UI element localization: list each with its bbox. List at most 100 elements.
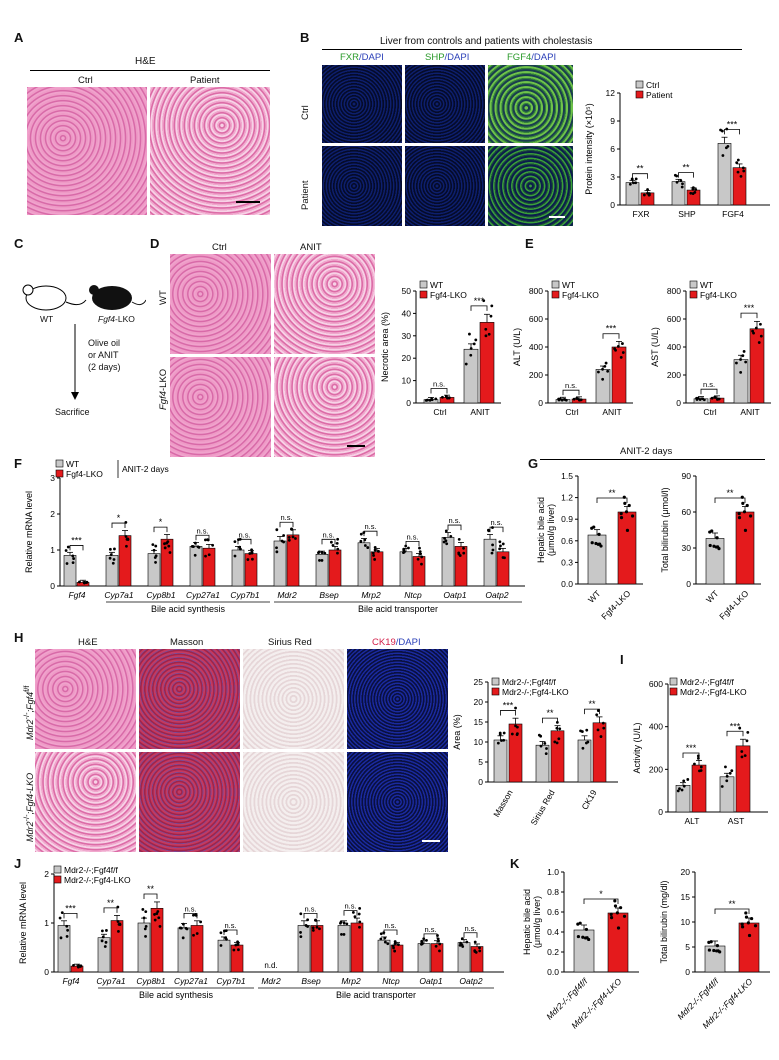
significance-bracket [237, 538, 252, 545]
data-point [306, 925, 310, 928]
panel-b-divider [322, 49, 742, 50]
data-point [117, 929, 120, 933]
data-point [624, 510, 629, 514]
group-label: Bile acid synthesis [139, 990, 214, 1000]
significance-bracket [103, 907, 118, 913]
legend-label: Mdr2-/-;Fgf4f/f [502, 677, 556, 687]
legend-swatch [551, 290, 560, 299]
data-point [193, 553, 197, 557]
significance-label: * [159, 517, 163, 527]
significance-label: ** [726, 488, 734, 498]
data-point [603, 364, 607, 368]
y-tick-label: 200 [649, 764, 663, 774]
legend-label: WT [700, 280, 713, 290]
data-point [153, 913, 156, 916]
data-point [472, 342, 476, 346]
data-point [557, 737, 561, 741]
data-point [598, 542, 602, 546]
data-point [630, 177, 634, 181]
bar [190, 925, 204, 973]
data-point [206, 538, 209, 542]
x-tick-label: Cyp7a1 [96, 976, 126, 986]
bar [202, 547, 216, 587]
significance-label: n.s. [224, 921, 236, 930]
data-point [545, 747, 548, 750]
data-point [572, 397, 576, 401]
y-axis-label: Total bilirubin (μmol/l) [660, 487, 670, 572]
legend-swatch [53, 875, 62, 884]
scale-bar [347, 445, 365, 447]
data-point [339, 921, 342, 925]
significance-label: * [117, 513, 121, 523]
data-point [737, 512, 741, 516]
significance-label: n.s. [406, 532, 418, 541]
data-point [233, 540, 237, 544]
bar [732, 167, 747, 206]
x-tick-label: WT [704, 588, 720, 604]
data-point [329, 540, 333, 544]
data-point [207, 553, 211, 557]
data-point [619, 512, 623, 516]
legend-swatch [689, 290, 698, 299]
data-point [192, 545, 195, 548]
data-point [577, 398, 581, 402]
data-point [491, 548, 495, 552]
data-point [621, 342, 624, 345]
chart-b: 0 3 6 9 12 Protein intensity (×10⁵) FXR ** SHP **… [584, 80, 770, 219]
data-point [713, 396, 717, 399]
data-point [386, 942, 390, 946]
data-point [698, 398, 702, 401]
x-tick-label: Oatp1 [443, 590, 466, 600]
data-point [192, 933, 195, 937]
bar [735, 511, 755, 585]
significance-label: ** [588, 699, 596, 709]
data-point [383, 940, 387, 944]
x-tick-label: FGF4 [722, 209, 744, 219]
bar [76, 582, 90, 587]
scale-bar [549, 216, 565, 218]
data-point [746, 921, 750, 925]
panel-j-label: J [14, 856, 22, 871]
bar [63, 555, 77, 587]
data-point [675, 180, 679, 184]
x-tick-label: Cyp7b1 [216, 976, 246, 986]
data-point [275, 550, 279, 554]
y-tick-label: 0.9 [561, 514, 573, 524]
data-point [458, 943, 462, 947]
data-point [490, 551, 494, 555]
data-point [740, 750, 744, 753]
data-point [482, 299, 486, 303]
data-point [469, 347, 473, 350]
data-point [113, 547, 116, 551]
data-point [152, 548, 156, 552]
data-point [738, 726, 742, 730]
data-point [153, 556, 157, 559]
data-point [555, 741, 559, 745]
data-point [317, 551, 320, 555]
significance-bracket [143, 893, 158, 900]
panel-a-title: H&E [135, 56, 156, 67]
data-point [496, 741, 500, 745]
data-point [728, 771, 732, 775]
data-point [335, 541, 339, 545]
data-point [250, 550, 254, 554]
data-point [676, 789, 680, 793]
data-point [748, 514, 753, 518]
data-point [236, 940, 239, 944]
significance-label: *** [744, 303, 755, 313]
he-ctrl-image [27, 87, 147, 215]
data-point [634, 181, 638, 185]
h-row1-gene2: ;Fgf4 [25, 691, 35, 713]
d-row2-gene: Fgf4 [158, 390, 169, 410]
data-point [420, 555, 424, 559]
h-row1-label: Mdr2-/-;Fgf4f/f [22, 686, 35, 740]
panel-a-divider [30, 70, 270, 71]
legend-label: Fgf4-LKO [700, 290, 737, 300]
data-point [447, 396, 451, 400]
data-point [744, 915, 749, 919]
data-point [383, 936, 387, 940]
y-tick-label: 1 [44, 918, 49, 928]
x-tick-label: Mrp2 [341, 976, 361, 986]
significance-bracket [447, 524, 462, 531]
data-point [71, 561, 75, 565]
